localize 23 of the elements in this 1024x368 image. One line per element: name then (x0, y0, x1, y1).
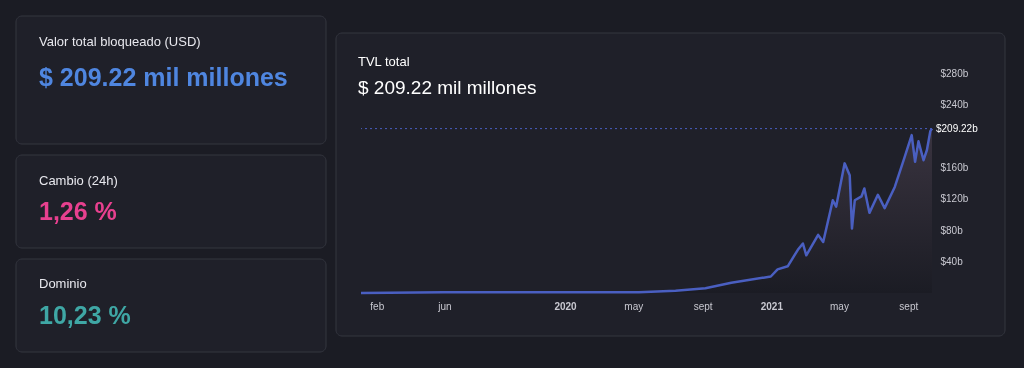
text: 10,23 % (39, 301, 131, 329)
x-tick-label: may (830, 300, 849, 312)
y-tick-label: $280b (940, 67, 969, 79)
x-tick-label: feb (370, 300, 385, 312)
text: Dominio (39, 276, 87, 291)
x-tick-label: may (624, 300, 644, 312)
x-tick-label: jun (437, 300, 452, 312)
text: $ 209.22 mil millones (39, 63, 288, 91)
text: 1,26 % (39, 197, 117, 225)
x-tick-label: sept (899, 300, 919, 312)
y-tick-label: $240b (940, 98, 969, 110)
text: Cambio (24h) (39, 173, 118, 188)
x-tick-label: 2021 (760, 300, 784, 312)
y-tick-label: $80b (940, 224, 964, 236)
y-tick-label: $160b (940, 161, 969, 173)
x-tick-label: sept (693, 300, 713, 312)
chart-subtitle: $ 209.22 mil millones (358, 77, 537, 98)
y-tick-label: $40b (940, 256, 964, 268)
ref-line-label: $209.22b (936, 122, 979, 134)
x-tick-label: 2020 (554, 300, 578, 312)
text: Valor total bloqueado (USD) (39, 34, 201, 49)
chart-title: TVL total (358, 54, 410, 69)
y-tick-label: $120b (940, 193, 969, 205)
